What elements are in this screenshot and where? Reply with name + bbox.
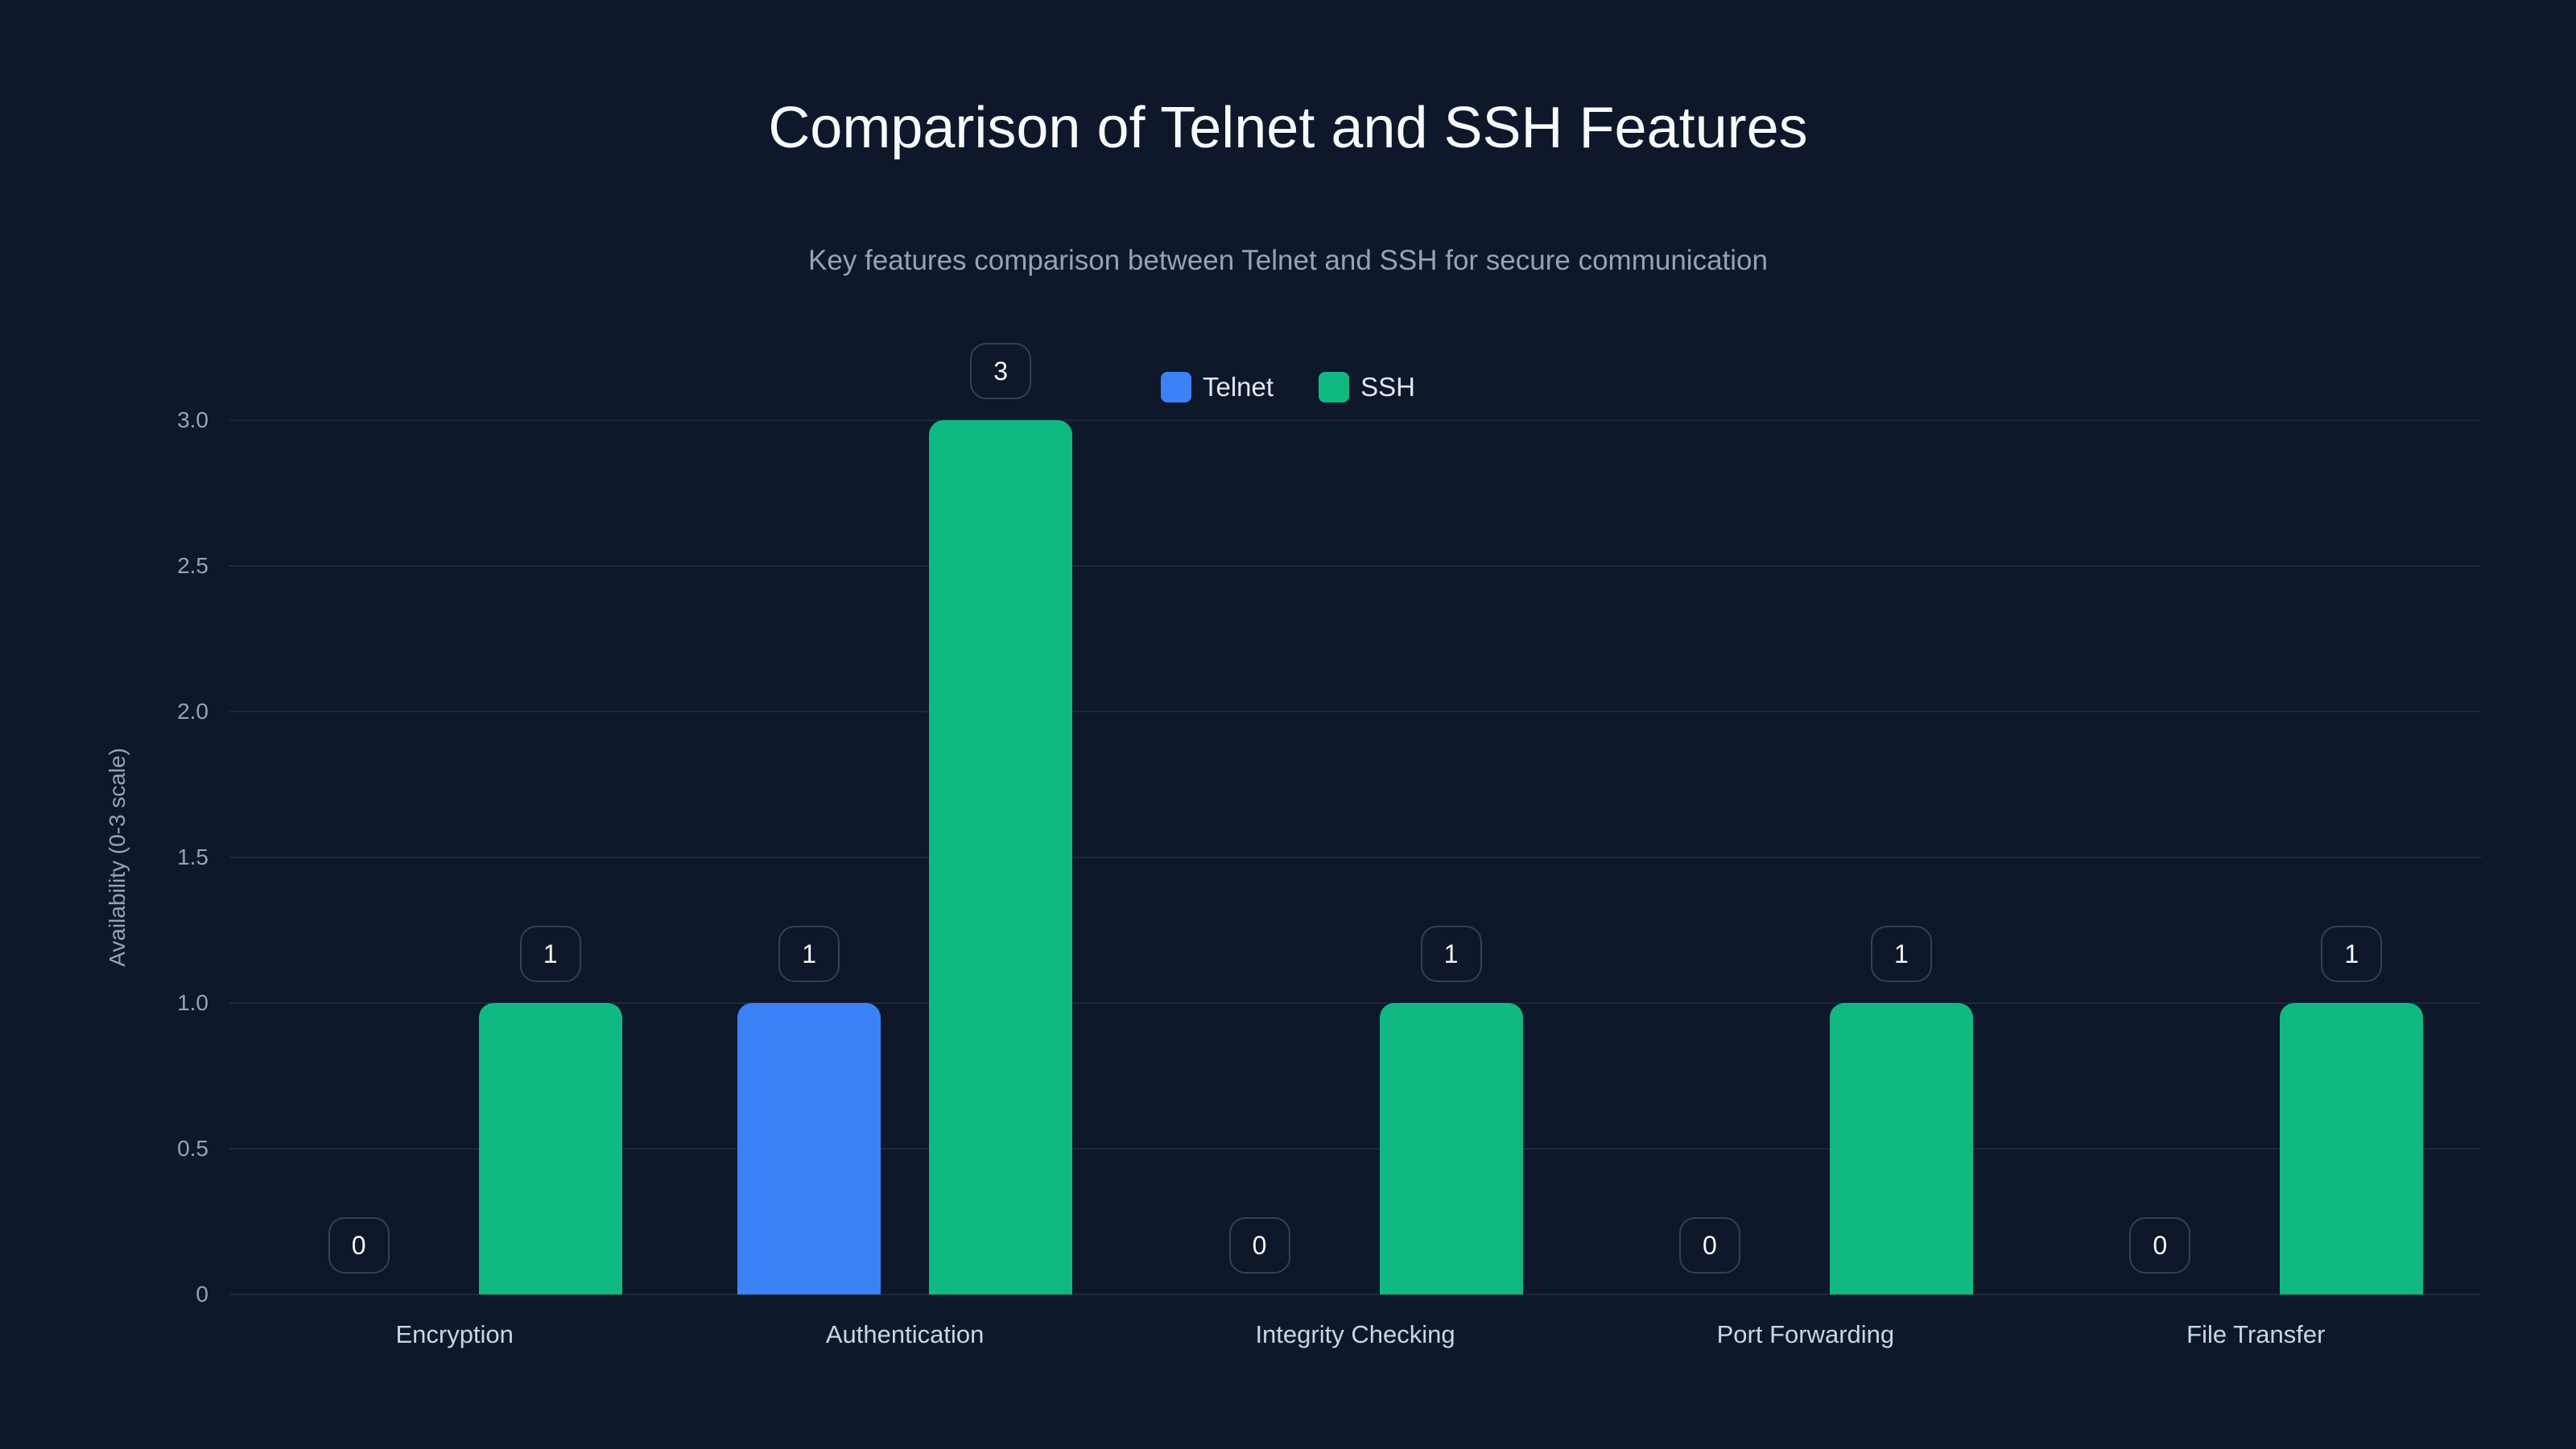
y-tick-label: 1.0 [177, 990, 208, 1015]
plot-area: 0 0.5 1.0 1.5 2.0 2.5 3.0 0 1 1 3 0 1 0 1 0 1 [177, 343, 2481, 1307]
y-tick-label: 0 [196, 1282, 208, 1307]
bar-ssh-authentication[interactable] [929, 420, 1073, 1294]
legend: Telnet SSH [1161, 372, 1460, 402]
value-label: 1 [519, 926, 581, 982]
gridline [229, 565, 2481, 567]
x-tick-label: Authentication [825, 1320, 985, 1348]
value-label: 1 [2321, 926, 2383, 982]
chart-title: Comparison of Telnet and SSH Features [768, 96, 1808, 160]
gridline [229, 1002, 2481, 1004]
legend-swatch-ssh-icon [1319, 372, 1350, 402]
value-label: 1 [778, 926, 840, 982]
y-tick-label: 0.5 [177, 1136, 208, 1161]
bar-telnet-authentication[interactable] [737, 1003, 881, 1294]
x-tick-label: Encryption [395, 1320, 514, 1348]
value-label: 0 [328, 1217, 390, 1274]
gridline [229, 419, 2481, 421]
y-axis-label: Availability (0-3 scale) [105, 748, 130, 967]
gridline [229, 1148, 2481, 1150]
value-label: 0 [2129, 1217, 2191, 1274]
legend-swatch-telnet-icon [1161, 372, 1191, 402]
legend-label: Telnet [1203, 372, 1274, 402]
y-tick-label: 2.0 [177, 699, 208, 724]
x-tick-label: File Transfer [2186, 1320, 2326, 1348]
value-label: 3 [970, 343, 1032, 399]
bar-ssh-file-transfer[interactable] [2280, 1003, 2424, 1294]
y-tick-label: 1.5 [177, 844, 208, 869]
chart-subtitle: Key features comparison between Telnet a… [808, 245, 1768, 276]
y-tick-label: 2.5 [177, 553, 208, 578]
bar-ssh-encryption[interactable] [478, 1003, 622, 1294]
value-label: 0 [1228, 1217, 1290, 1274]
x-tick-label: Port Forwarding [1716, 1320, 1895, 1348]
value-label: 0 [1678, 1217, 1740, 1274]
x-tick-label: Integrity Checking [1255, 1320, 1455, 1348]
legend-item-ssh[interactable]: SSH [1319, 372, 1415, 402]
legend-label: SSH [1360, 372, 1415, 402]
value-label: 1 [1420, 926, 1482, 982]
legend-item-telnet[interactable]: Telnet [1161, 372, 1274, 402]
bar-ssh-port-forwarding[interactable] [1829, 1003, 1973, 1294]
y-tick-label: 3.0 [177, 407, 208, 432]
bar-ssh-integrity-checking[interactable] [1379, 1003, 1523, 1294]
gridline [229, 1294, 2481, 1295]
value-label: 1 [1870, 926, 1932, 982]
gridline [229, 857, 2481, 858]
gridline [229, 711, 2481, 712]
